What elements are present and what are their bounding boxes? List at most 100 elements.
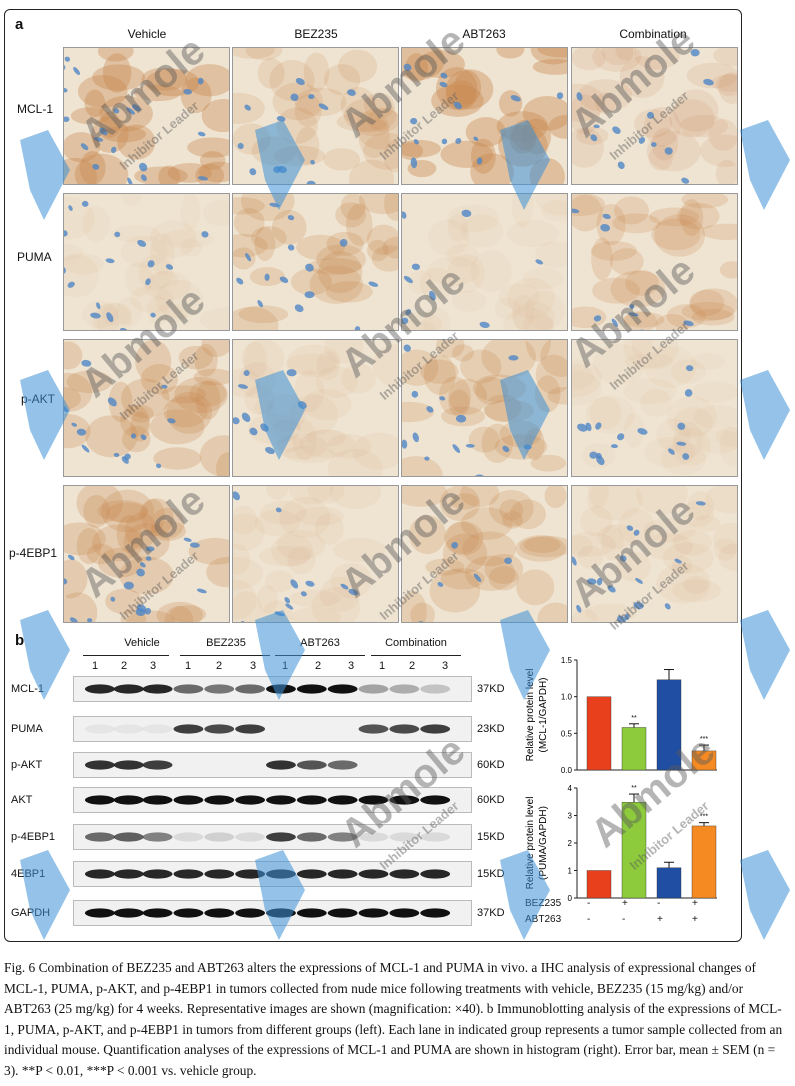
row-label-p4ebp1: p-4EBP1 bbox=[9, 546, 58, 560]
kd-label: 60KD bbox=[477, 794, 505, 806]
blot-strip bbox=[73, 716, 472, 742]
significance-label: *** bbox=[700, 814, 708, 821]
bar bbox=[691, 750, 717, 771]
lane-number: 2 bbox=[215, 660, 223, 672]
row-label-mcl1: MCL-1 bbox=[17, 102, 54, 116]
y-tick-label: 1.5 bbox=[561, 656, 573, 665]
lane-number: 1 bbox=[91, 660, 99, 672]
column-header-vehicle: Vehicle bbox=[127, 27, 167, 41]
ihc-image bbox=[571, 485, 738, 623]
bar bbox=[621, 802, 647, 899]
kd-label: 15KD bbox=[477, 831, 505, 843]
wb-group-abt263: ABT263 bbox=[300, 637, 340, 649]
blot-strip bbox=[73, 861, 472, 887]
bar bbox=[586, 696, 612, 771]
treatment-sign: - bbox=[657, 898, 661, 909]
panel-b-label: b bbox=[15, 632, 25, 649]
kd-label: 37KD bbox=[477, 683, 505, 695]
lane-number: 3 bbox=[149, 660, 157, 672]
blot-label: AKT bbox=[11, 794, 33, 806]
ihc-image bbox=[232, 485, 399, 623]
blot-strip bbox=[73, 752, 472, 778]
ihc-image bbox=[571, 193, 738, 331]
wb-group-line bbox=[371, 655, 461, 656]
treatment-sign: - bbox=[587, 898, 591, 909]
wb-group-line bbox=[180, 655, 270, 656]
mcl1-chart-svg: Relative protein level (MCL-1/GAPDH) 0.0 0.… bbox=[525, 656, 717, 775]
lane-number: 1 bbox=[184, 660, 192, 672]
y-tick-label: 1.0 bbox=[561, 693, 573, 702]
kd-label: 60KD bbox=[477, 759, 505, 771]
y-tick-label: 0.5 bbox=[561, 729, 573, 738]
y-tick-label: 3 bbox=[568, 812, 573, 821]
row-label-puma: PUMA bbox=[17, 250, 52, 264]
lane-number: 2 bbox=[408, 660, 416, 672]
row-label-pakt: p-AKT bbox=[21, 392, 56, 406]
kd-label: 15KD bbox=[477, 868, 505, 880]
blot-label: 4EBP1 bbox=[11, 868, 46, 880]
wb-group-combination: Combination bbox=[385, 637, 447, 649]
watermark-logo-icon bbox=[740, 370, 790, 465]
lane-number: 2 bbox=[314, 660, 322, 672]
significance-label: ** bbox=[631, 785, 637, 792]
ihc-image bbox=[571, 339, 738, 477]
figure-frame: a Vehicle BEZ235 ABT263 Combination MCL-… bbox=[4, 9, 742, 942]
wb-group-vehicle: Vehicle bbox=[124, 637, 160, 649]
bar-chart-puma: Relative protein level (PUMA/GAPDH) 0 1 2 3 4 *… bbox=[515, 784, 725, 904]
lane-number: 3 bbox=[347, 660, 355, 672]
figure-caption: Fig. 6 Combination of BEZ235 and ABT263 … bbox=[4, 960, 783, 1078]
wb-group-line bbox=[275, 655, 365, 656]
panel-a-label: a bbox=[15, 16, 24, 33]
blot-label: MCL-1 bbox=[11, 683, 45, 695]
kd-label: 23KD bbox=[477, 723, 505, 735]
treatment-abt-label: ABT263 bbox=[525, 914, 562, 925]
ihc-image bbox=[63, 485, 230, 623]
treatment-sign: - bbox=[622, 914, 626, 925]
blot-strip bbox=[73, 676, 472, 702]
treatment-sign: + bbox=[692, 898, 698, 909]
treatment-sign: + bbox=[692, 914, 698, 925]
y-tick-label: 0.0 bbox=[561, 766, 573, 775]
y-axis-label: Relative protein level bbox=[525, 669, 536, 762]
lane-number: 3 bbox=[441, 660, 449, 672]
blot-label: PUMA bbox=[11, 723, 43, 735]
column-header-combination: Combination bbox=[619, 27, 687, 41]
ihc-image bbox=[401, 485, 568, 623]
treatment-sign: + bbox=[622, 898, 628, 909]
bar bbox=[621, 727, 647, 771]
y-tick-label: 4 bbox=[568, 784, 573, 793]
watermark-logo-icon bbox=[740, 850, 790, 945]
watermark-logo-icon bbox=[740, 610, 790, 705]
bar bbox=[586, 870, 612, 899]
blot-strip bbox=[73, 824, 472, 850]
bar bbox=[656, 867, 682, 899]
ihc-image bbox=[401, 193, 568, 331]
y-tick-label: 0 bbox=[568, 894, 573, 903]
blot-label: p-4EBP1 bbox=[11, 831, 56, 843]
treatment-sign: + bbox=[657, 914, 663, 925]
treatment-sign: - bbox=[587, 914, 591, 925]
puma-chart-svg: Relative protein level (PUMA/GAPDH) 0 1 2 3 4 *… bbox=[525, 784, 717, 903]
wb-group-bez235: BEZ235 bbox=[206, 637, 246, 649]
lane-number: 3 bbox=[249, 660, 257, 672]
y-axis-label: (MCL-1/GAPDH) bbox=[538, 677, 549, 752]
kd-label: 37KD bbox=[477, 907, 505, 919]
watermark-logo-icon bbox=[740, 120, 790, 215]
y-axis-label: (PUMA/GAPDH) bbox=[538, 806, 549, 880]
blot-strip bbox=[73, 900, 472, 926]
lane-number: 2 bbox=[120, 660, 128, 672]
ihc-image bbox=[232, 193, 399, 331]
blot-label: GAPDH bbox=[11, 907, 51, 919]
lane-number: 1 bbox=[378, 660, 386, 672]
lane-number: 1 bbox=[281, 660, 289, 672]
y-tick-label: 2 bbox=[568, 839, 573, 848]
ihc-image bbox=[63, 47, 230, 185]
ihc-image bbox=[63, 339, 230, 477]
blot-label: p-AKT bbox=[11, 759, 43, 771]
bar bbox=[656, 679, 682, 771]
ihc-image bbox=[63, 193, 230, 331]
bar bbox=[691, 825, 717, 899]
column-header-bez235: BEZ235 bbox=[294, 27, 338, 41]
significance-label: *** bbox=[700, 736, 708, 743]
blot-strip bbox=[73, 787, 472, 813]
